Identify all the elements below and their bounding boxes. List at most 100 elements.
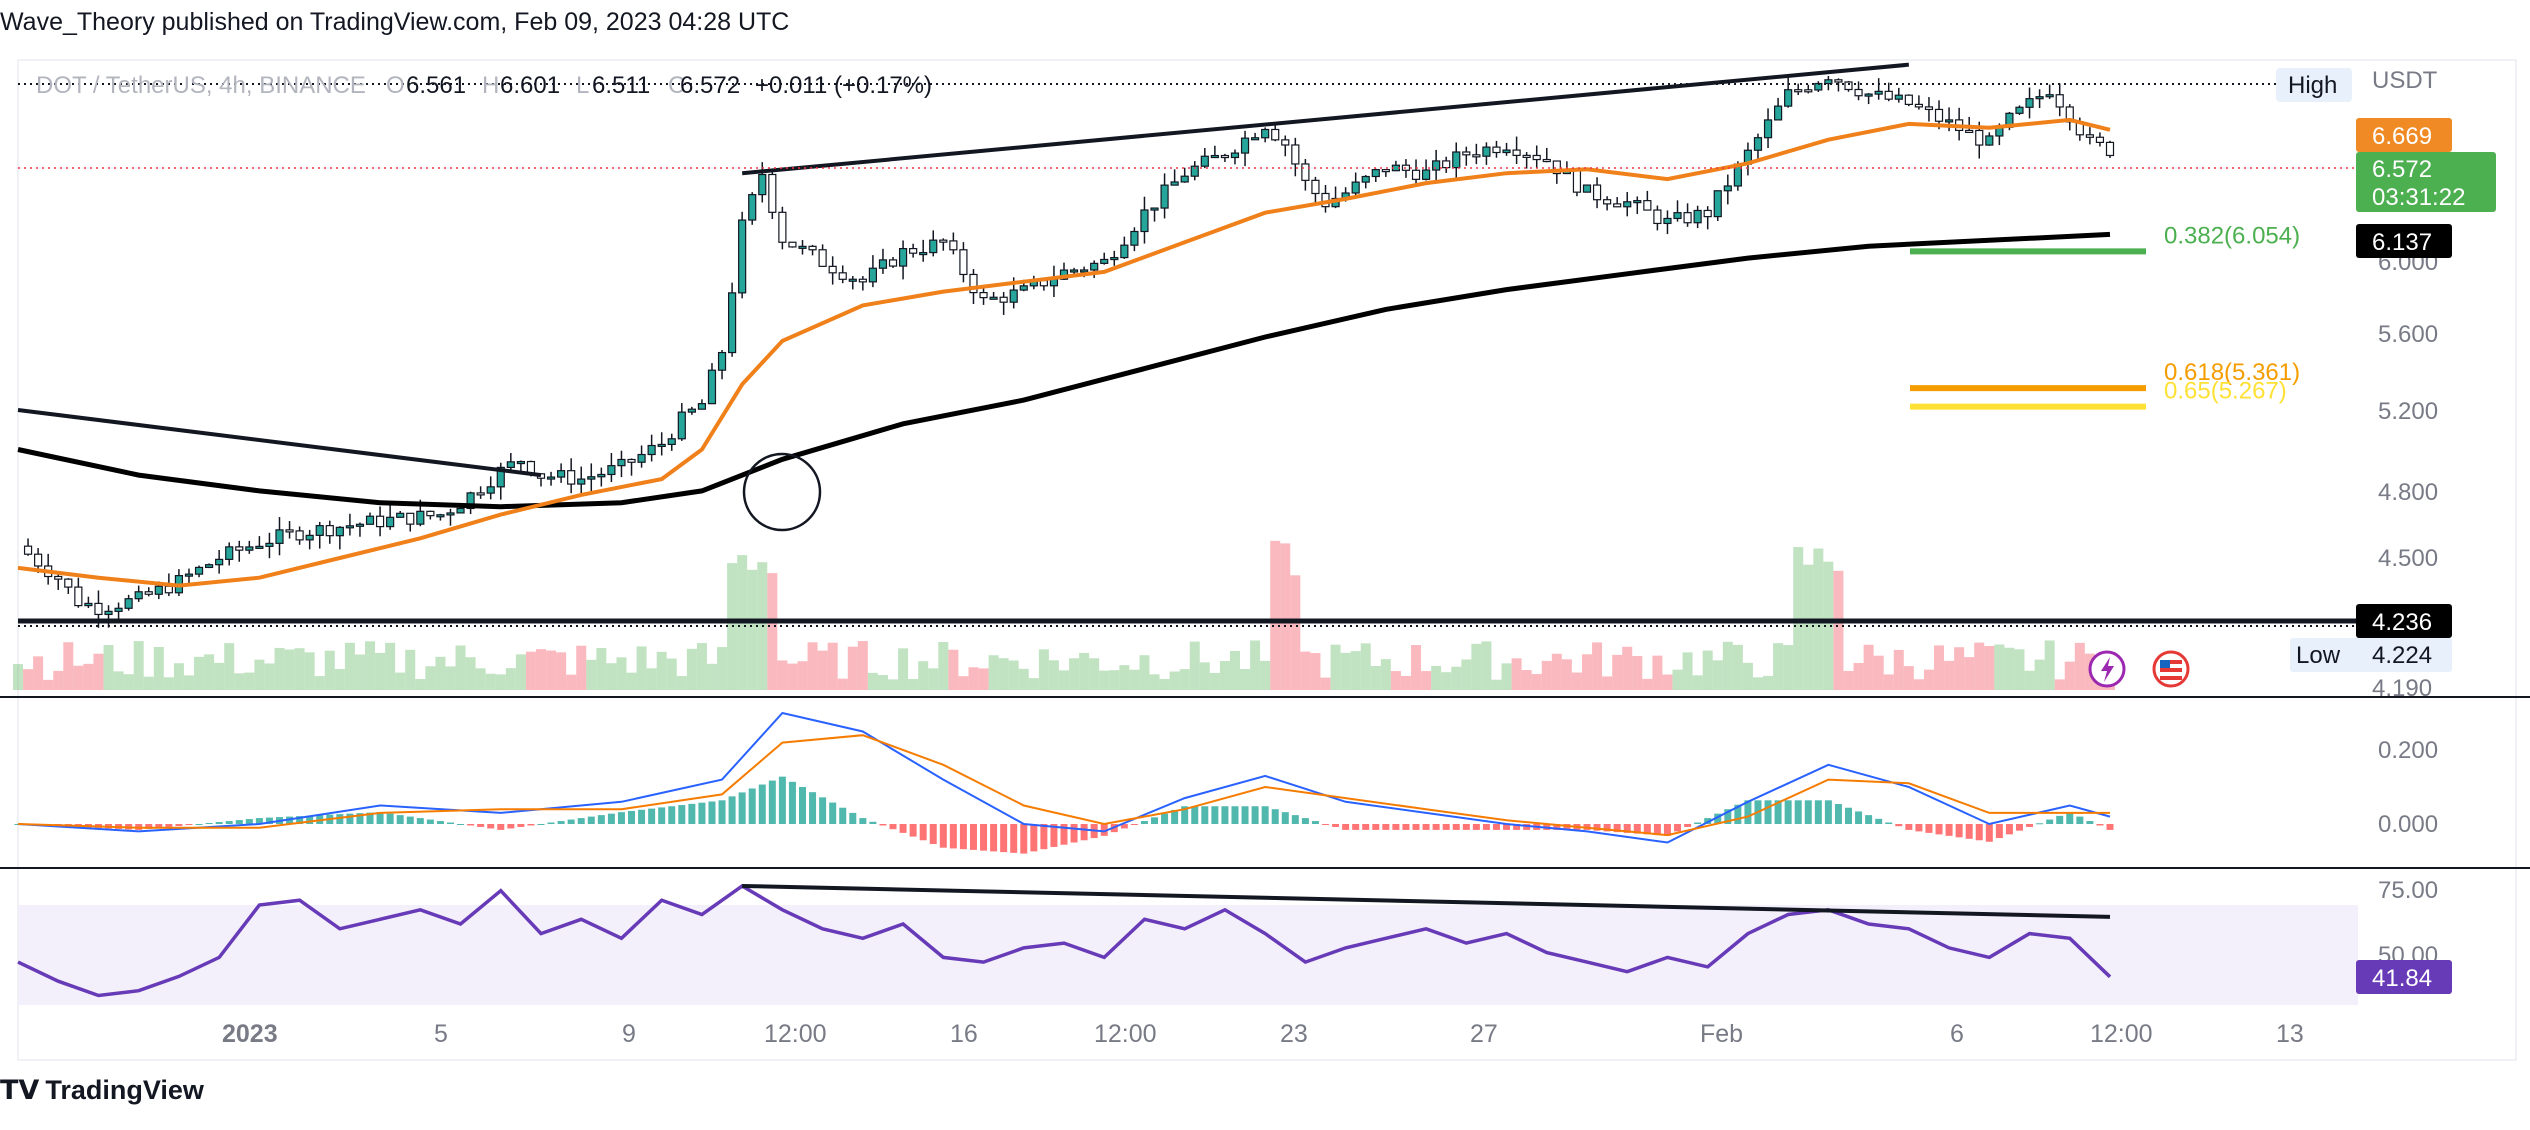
macd-histogram-bar: [1372, 824, 1380, 830]
candle-body: [727, 292, 737, 354]
volume-bar: [1421, 671, 1432, 690]
time-label-feb: Feb: [1700, 1020, 1743, 1048]
volume-bar: [1571, 672, 1582, 690]
candle-body: [345, 525, 355, 529]
time-label-27: 27: [1470, 1020, 1498, 1048]
macd-histogram-bar: [1784, 800, 1792, 824]
macd-histogram-bar: [1885, 822, 1893, 824]
volume-bar: [1099, 670, 1110, 690]
tradingview-logo-icon: 𝗧𝗩: [0, 1075, 40, 1105]
macd-histogram-bar: [1865, 815, 1873, 824]
macd-histogram-bar: [1915, 824, 1923, 832]
legend-symbol: DOT / TetherUS, 4h, BINANCE: [36, 72, 366, 99]
volume-bar: [596, 648, 607, 690]
candle-body: [1130, 230, 1139, 246]
macd-histogram-bar: [1241, 806, 1249, 824]
macd-histogram-bar: [467, 824, 475, 826]
volume-bar: [1582, 654, 1592, 690]
volume-bar: [1481, 641, 1492, 690]
volume-bar: [877, 675, 888, 690]
candle-body: [396, 512, 405, 518]
candle-body: [285, 529, 294, 533]
legend-change: +0.011 (+0.17%): [755, 72, 932, 99]
macd-histogram-bar: [1603, 824, 1611, 832]
macd-histogram-bar: [617, 812, 625, 824]
macd-histogram-bar: [487, 824, 495, 829]
last-price-badge: [2356, 152, 2496, 212]
volume-bar: [1411, 645, 1422, 690]
volume-bar: [204, 654, 215, 690]
candle-body: [255, 545, 264, 549]
volume-bar: [1139, 655, 1150, 690]
ohlc-legend: DOT / TetherUS, 4h, BINANCE O 6.561 H 6.…: [36, 72, 932, 99]
flag-stripe-3: [2160, 676, 2182, 680]
volume-bar: [767, 573, 778, 690]
macd-histogram-bar: [1281, 812, 1289, 824]
macd-histogram-bar: [1513, 824, 1521, 830]
candle-body: [1975, 129, 1984, 146]
candle-body: [1502, 149, 1511, 154]
last-price-value: 6.572: [2372, 156, 2432, 183]
macd-histogram-bar: [1422, 824, 1430, 830]
volume-bar: [234, 673, 245, 690]
volume-bar: [646, 668, 657, 690]
support-value: 4.236: [2372, 609, 2432, 636]
events-icons[interactable]: [2088, 650, 2190, 688]
volume-bar: [898, 648, 909, 690]
volume-bar: [485, 673, 496, 690]
volume-bar: [1592, 642, 1603, 690]
volume-bar: [1250, 640, 1261, 690]
macd-histogram-bar: [1271, 809, 1279, 824]
candle-body: [1784, 89, 1793, 107]
candle-body: [2105, 141, 2115, 157]
volume-bar: [777, 660, 788, 690]
macd-histogram-bar: [1965, 824, 1973, 839]
macd-histogram-bar: [1251, 806, 1259, 824]
candle-body: [1100, 258, 1109, 264]
volume-bar: [1913, 679, 1924, 690]
volume-bar: [1390, 671, 1401, 690]
tradingview-footer[interactable]: 𝗧𝗩 TradingView: [0, 1075, 204, 1106]
macd-histogram-bar: [859, 818, 867, 824]
volume-bar: [1672, 669, 1683, 690]
macd-histogram-bar: [658, 807, 666, 824]
candle-body: [1009, 289, 1018, 303]
time-label-1200-a: 12:00: [764, 1020, 827, 1048]
volume-bar: [1169, 671, 1180, 690]
candle-body: [1160, 184, 1169, 209]
candle-body: [1643, 200, 1652, 211]
candle-body: [1924, 106, 1934, 111]
macd-histogram-bar: [799, 787, 806, 824]
candle-body: [1019, 285, 1028, 291]
macd-histogram-bar: [1010, 824, 1018, 853]
volume-bar: [968, 667, 979, 690]
time-label-23: 23: [1280, 1020, 1308, 1048]
volume-bar: [2014, 649, 2025, 690]
candle-body: [456, 507, 465, 514]
volume-bar: [857, 641, 868, 690]
candle-body: [54, 575, 63, 580]
flag-stripe-1: [2160, 660, 2182, 664]
candle-body: [1210, 154, 1219, 159]
macd-histogram-bar: [1764, 800, 1772, 824]
volume-bar: [375, 652, 386, 690]
macd-histogram-bar: [1834, 804, 1842, 824]
macd-histogram-bar: [346, 813, 354, 824]
candle-body: [557, 470, 566, 478]
candle-body: [969, 273, 978, 294]
volume-bar: [324, 650, 335, 690]
candle-body: [999, 296, 1008, 303]
candle-body: [23, 545, 33, 555]
macd-histogram-bar: [1040, 824, 1048, 850]
rsi-line: [17, 883, 2112, 998]
macd-histogram-bar: [1855, 811, 1863, 824]
legend-c-label: C: [668, 72, 685, 99]
ema-fast-line: [17, 117, 2111, 588]
candle-body: [738, 219, 747, 294]
volume-bar: [616, 657, 627, 690]
volume-bar: [747, 569, 758, 690]
macd-histogram-bar: [1191, 806, 1199, 824]
volume-bar: [676, 676, 687, 690]
macd-histogram-bar: [1402, 824, 1410, 830]
